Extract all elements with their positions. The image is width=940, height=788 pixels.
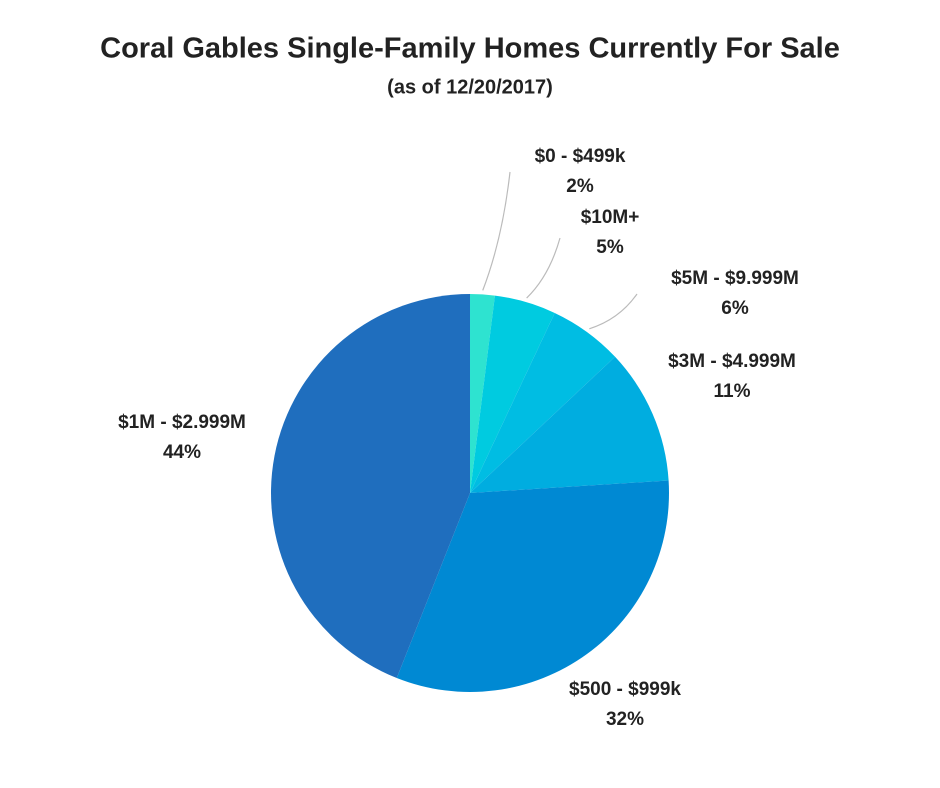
slice-value-label: 32% (606, 709, 644, 730)
pie-slice (470, 356, 669, 493)
slice-label: $1M - $2.999M (118, 412, 246, 433)
pie-slice (470, 295, 555, 493)
leader-line (589, 293, 638, 330)
slice-value-label: 5% (596, 237, 624, 258)
leader-line (482, 171, 511, 291)
slice-value-label: 44% (163, 442, 201, 463)
chart-title: Coral Gables Single-Family Homes Current… (100, 33, 840, 65)
slice-label: $10M+ (581, 207, 640, 228)
slice-label: $0 - $499k (535, 146, 626, 167)
slice-label: $3M - $4.999M (668, 351, 796, 372)
slice-label: $500 - $999k (569, 679, 681, 700)
pie-slice (470, 294, 495, 493)
slice-value-label: 6% (721, 298, 749, 319)
slice-label: $5M - $9.999M (671, 268, 799, 289)
leader-line (526, 237, 561, 299)
pie-slice (470, 312, 616, 493)
slice-value-label: 11% (714, 381, 751, 402)
chart-subtitle: (as of 12/20/2017) (387, 76, 553, 98)
pie-slice (396, 480, 669, 692)
pie-slice (271, 294, 470, 679)
slice-value-label: 2% (566, 176, 594, 197)
